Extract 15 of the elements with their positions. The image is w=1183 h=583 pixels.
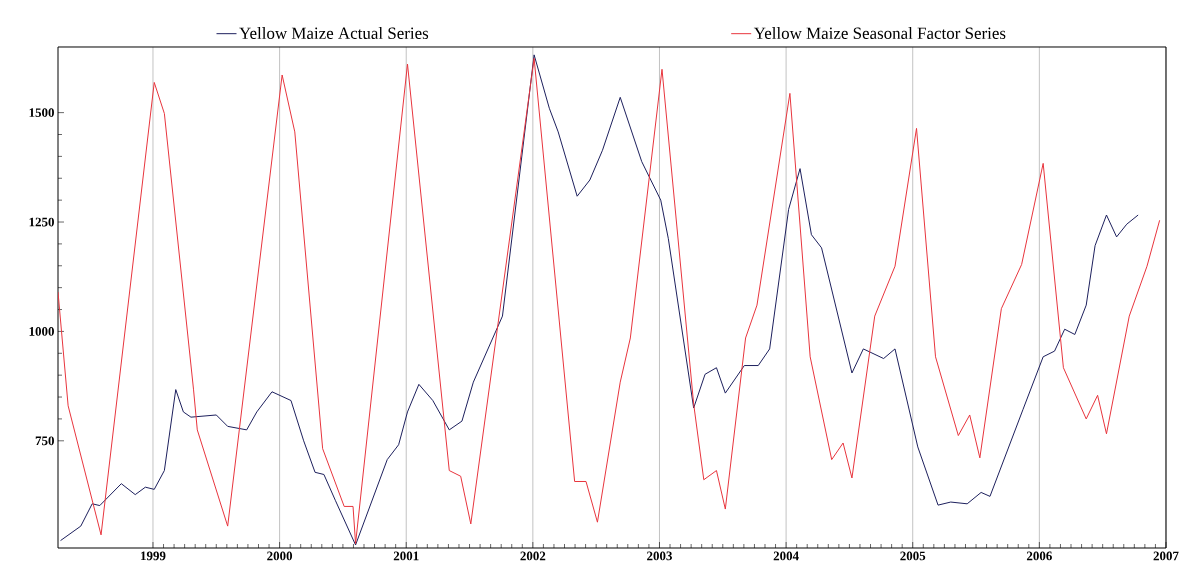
y-tick-label: 1500 <box>29 108 54 117</box>
x-tick-label: 2005 <box>900 551 926 561</box>
y-tick-label: 1000 <box>29 327 54 336</box>
legend-label: Yellow Maize Seasonal Factor Series <box>753 27 1006 39</box>
y-tick-label: 750 <box>35 436 54 446</box>
x-tick-label: 2006 <box>1026 551 1052 561</box>
x-tick-label: 1999 <box>141 551 166 561</box>
x-tick-label: 2000 <box>267 551 293 561</box>
x-tick-label: 2004 <box>773 551 799 561</box>
x-tick-label: 2007 <box>1153 551 1179 561</box>
x-tick-label: 2001 <box>393 551 419 561</box>
y-tick-label: 1250 <box>29 217 54 227</box>
legend-label: Yellow Maize Actual Series <box>239 27 429 39</box>
x-tick-label: 2003 <box>647 551 672 561</box>
x-tick-label: 2002 <box>520 551 546 561</box>
